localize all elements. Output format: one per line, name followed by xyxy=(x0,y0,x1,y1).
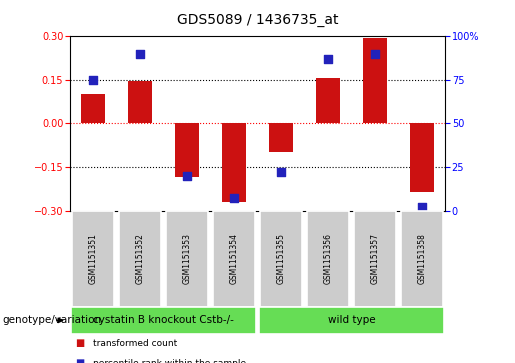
Bar xyxy=(222,123,246,202)
Point xyxy=(418,204,426,210)
Text: percentile rank within the sample: percentile rank within the sample xyxy=(93,359,246,363)
Text: GSM1151351: GSM1151351 xyxy=(89,233,97,284)
Point xyxy=(136,51,144,57)
Text: GSM1151355: GSM1151355 xyxy=(277,233,285,284)
Bar xyxy=(410,123,434,192)
Text: GSM1151353: GSM1151353 xyxy=(182,233,192,284)
Point xyxy=(324,56,332,62)
Text: ■: ■ xyxy=(75,338,84,348)
Text: cystatin B knockout Cstb-/-: cystatin B knockout Cstb-/- xyxy=(93,315,234,325)
Point xyxy=(277,169,285,175)
Text: GSM1151358: GSM1151358 xyxy=(418,233,426,284)
Point xyxy=(183,173,191,179)
Bar xyxy=(128,81,152,123)
Text: GSM1151356: GSM1151356 xyxy=(323,233,333,284)
Bar xyxy=(269,123,293,152)
Bar xyxy=(81,94,105,123)
Text: GSM1151354: GSM1151354 xyxy=(230,233,238,284)
Point xyxy=(89,77,97,83)
Point xyxy=(230,195,238,201)
Bar xyxy=(363,38,387,123)
Text: GSM1151352: GSM1151352 xyxy=(135,233,145,284)
Text: transformed count: transformed count xyxy=(93,339,177,347)
Text: GSM1151357: GSM1151357 xyxy=(370,233,380,284)
Point xyxy=(371,51,379,57)
Text: wild type: wild type xyxy=(328,315,375,325)
Bar xyxy=(175,123,199,177)
Text: ■: ■ xyxy=(75,358,84,363)
Bar xyxy=(316,78,340,123)
Text: GDS5089 / 1436735_at: GDS5089 / 1436735_at xyxy=(177,13,338,27)
Text: genotype/variation: genotype/variation xyxy=(3,315,101,325)
